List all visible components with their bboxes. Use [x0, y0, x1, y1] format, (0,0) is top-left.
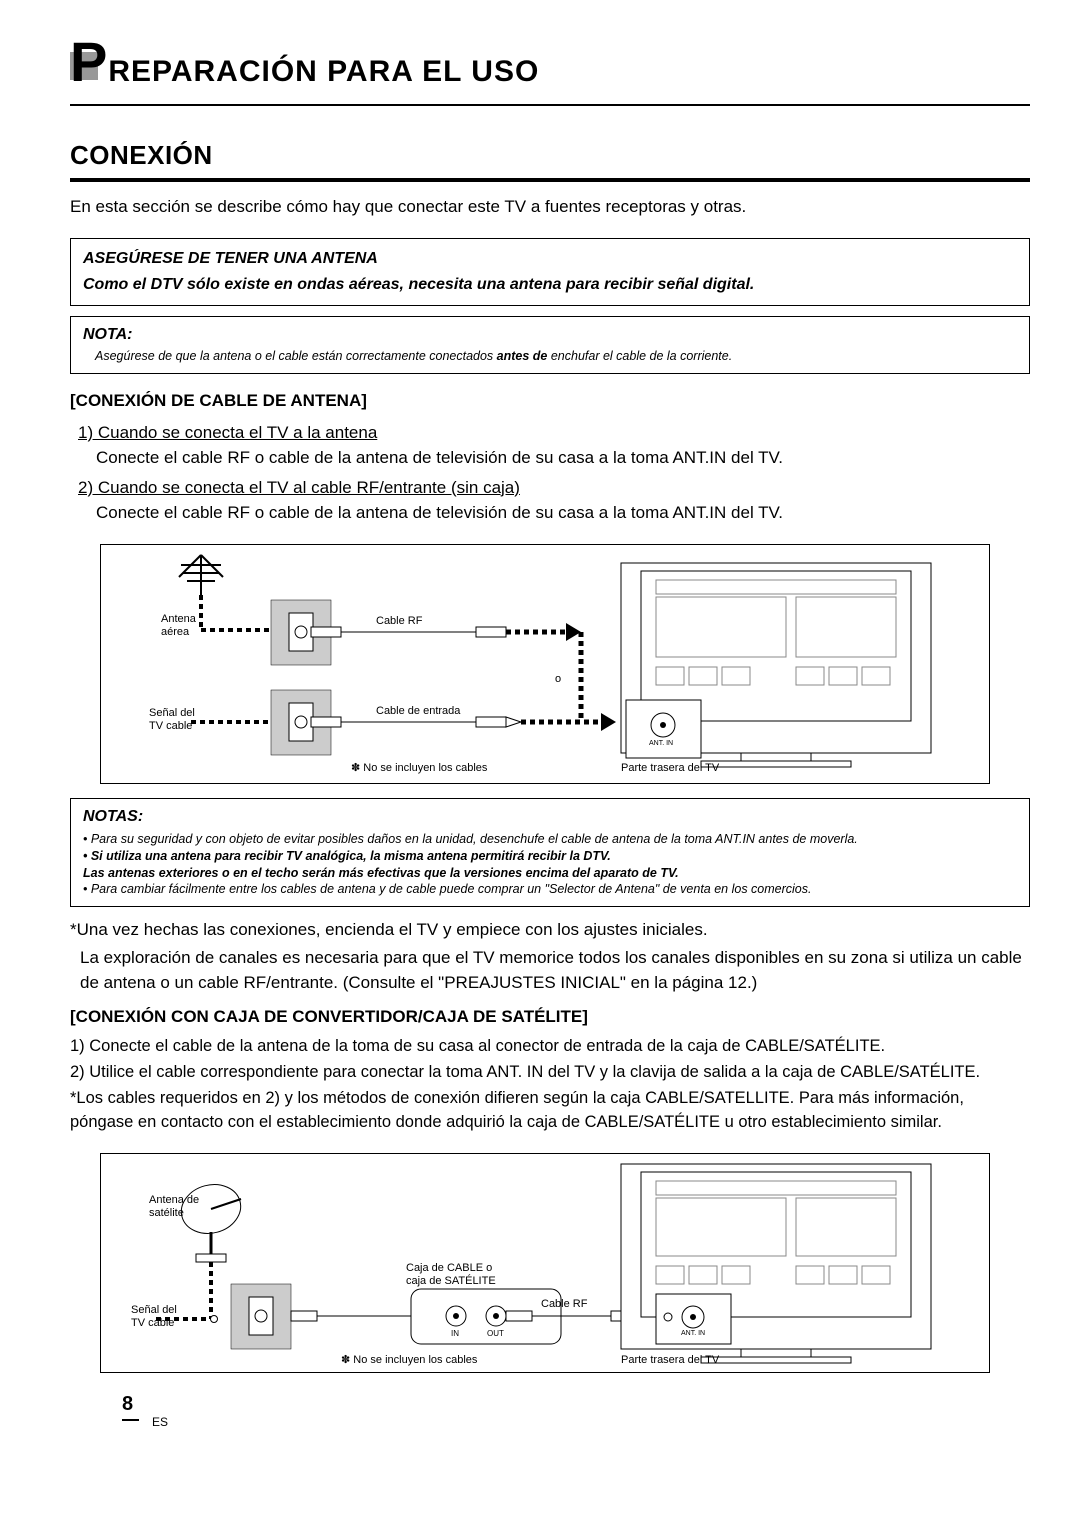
list1-l1b: Conecte el cable RF o cable de la antena…: [78, 445, 1030, 471]
nota-body: Asegúrese de que la antena o el cable es…: [83, 347, 1017, 366]
d2-antena-sat: Antena de satélite: [149, 1194, 199, 1220]
d2-senal-tv: Señal del TV cable: [131, 1304, 177, 1330]
notas-b4: • Para cambiar fácilmente entre los cabl…: [83, 881, 1019, 898]
list-antenna: 1) Cuando se conecta el TV a la antena C…: [70, 420, 1030, 526]
nota-post: enchufar el cable de la corriente.: [547, 349, 732, 363]
nota-pre: Asegúrese de que la antena o el cable es…: [95, 349, 497, 363]
list1-item1: 1) Cuando se conecta el TV a la antena: [78, 420, 1030, 446]
after-notas-p1: *Una vez hechas las conexiones, encienda…: [70, 917, 1030, 943]
d1-antena-aerea: Antena aérea: [161, 613, 196, 639]
d1-parte-trasera: Parte trasera del TV: [621, 762, 719, 775]
chapter-rule: [70, 104, 1030, 106]
page-number: 8: [122, 1389, 139, 1421]
list1-l2b: Conecte el cable RF o cable de la antena…: [78, 500, 1030, 526]
section-rule: [70, 178, 1030, 182]
d2-cable-rf: Cable RF: [541, 1298, 587, 1311]
diagram2-svg: [101, 1154, 989, 1372]
section-title: CONEXIÓN: [70, 136, 1030, 175]
diagram-antenna-connection: Antena aérea Cable RF o Señal del TV cab…: [100, 544, 990, 784]
nota-header: NOTA:: [83, 323, 1017, 347]
after-notas-p2: La exploración de canales es necesaria p…: [70, 945, 1030, 996]
notas-b2: • Si utiliza una antena para recibir TV …: [83, 848, 1019, 865]
intro-text: En esta sección se describe cómo hay que…: [70, 194, 1030, 220]
d2-no-incluyen: ✽ No se incluyen los cables: [341, 1354, 477, 1367]
antenna-warning-header: ASEGÚRESE DE TENER UNA ANTENA: [83, 247, 1017, 271]
notas-box: NOTAS: • Para su seguridad y con objeto …: [70, 798, 1030, 908]
antenna-warning-box: ASEGÚRESE DE TENER UNA ANTENA Como el DT…: [70, 238, 1030, 306]
d1-cable-rf: Cable RF: [376, 615, 422, 628]
subheading-convertidor: [CONEXIÓN CON CAJA DE CONVERTIDOR/CAJA D…: [70, 1004, 1030, 1030]
diagram1-svg: [101, 545, 989, 783]
d2-out: OUT: [487, 1329, 504, 1339]
d2-caja: Caja de CABLE o caja de SATÉLITE: [406, 1262, 496, 1288]
d1-o: o: [555, 673, 561, 686]
list2-l2: 2) Utilice el cable correspondiente para…: [70, 1061, 1030, 1085]
chapter-title: PREPARACIÓN PARA EL USO: [70, 40, 1030, 94]
d1-cable-entrada: Cable de entrada: [376, 705, 460, 718]
nota-bold: antes de: [497, 349, 548, 363]
d2-in: IN: [451, 1329, 459, 1339]
chapter-rest: REPARACIÓN PARA EL USO: [108, 55, 539, 88]
notas-b3: Las antenas exteriores o en el techo ser…: [83, 865, 1019, 882]
page-footer: 8 ES: [70, 1387, 1030, 1437]
chapter-initial: P: [70, 30, 108, 93]
page-lang: ES: [152, 1413, 168, 1431]
d1-no-incluyen: ✽ No se incluyen los cables: [351, 762, 487, 775]
diagram-satellite-connection: Antena de satélite Caja de CABLE o caja …: [100, 1153, 990, 1373]
list2-p3: *Los cables requeridos en 2) y los métod…: [70, 1087, 1030, 1135]
d1-senal-tv: Señal del TV cable: [149, 707, 195, 733]
nota-box: NOTA: Asegúrese de que la antena o el ca…: [70, 316, 1030, 375]
d1-ant-in: ANT. IN: [649, 740, 673, 748]
antenna-warning-body: Como el DTV sólo existe en ondas aéreas,…: [83, 273, 1017, 297]
subheading-cable-antena: [CONEXIÓN DE CABLE DE ANTENA]: [70, 388, 1030, 414]
list1-l2: 2) Cuando se conecta el TV al cable RF/e…: [78, 478, 520, 497]
notas-b1: • Para su seguridad y con objeto de evit…: [83, 831, 1019, 848]
notas-header: NOTAS:: [83, 805, 1019, 829]
d2-ant-in: ANT. IN: [681, 1330, 705, 1338]
d2-parte-trasera: Parte trasera del TV: [621, 1354, 719, 1367]
list2-l1: 1) Conecte el cable de la antena de la t…: [70, 1035, 1030, 1059]
list1-item2: 2) Cuando se conecta el TV al cable RF/e…: [78, 475, 1030, 501]
list1-l1: 1) Cuando se conecta el TV a la antena: [78, 423, 377, 442]
